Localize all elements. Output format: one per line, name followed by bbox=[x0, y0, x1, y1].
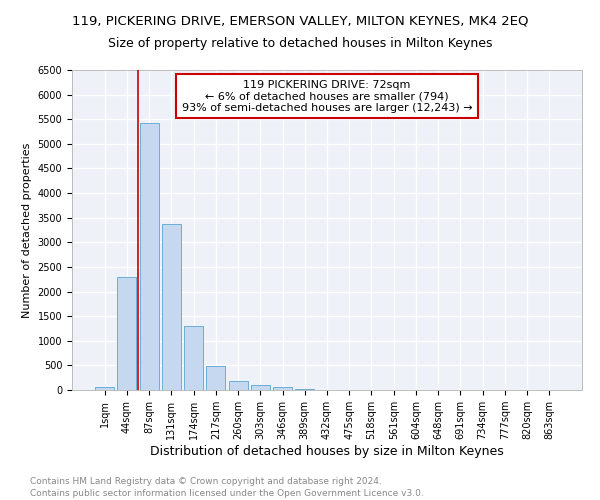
Bar bbox=[229, 380, 248, 390]
Bar bbox=[295, 388, 314, 390]
Bar bbox=[206, 366, 225, 390]
Bar bbox=[184, 326, 203, 390]
Text: 119 PICKERING DRIVE: 72sqm
← 6% of detached houses are smaller (794)
93% of semi: 119 PICKERING DRIVE: 72sqm ← 6% of detac… bbox=[182, 80, 472, 113]
Bar bbox=[140, 122, 158, 390]
Bar bbox=[95, 387, 114, 390]
Text: Size of property relative to detached houses in Milton Keynes: Size of property relative to detached ho… bbox=[108, 38, 492, 51]
X-axis label: Distribution of detached houses by size in Milton Keynes: Distribution of detached houses by size … bbox=[150, 445, 504, 458]
Text: Contains HM Land Registry data © Crown copyright and database right 2024.: Contains HM Land Registry data © Crown c… bbox=[30, 478, 382, 486]
Bar bbox=[162, 224, 181, 390]
Bar bbox=[273, 387, 292, 390]
Text: 119, PICKERING DRIVE, EMERSON VALLEY, MILTON KEYNES, MK4 2EQ: 119, PICKERING DRIVE, EMERSON VALLEY, MI… bbox=[72, 15, 528, 28]
Y-axis label: Number of detached properties: Number of detached properties bbox=[22, 142, 32, 318]
Bar bbox=[118, 277, 136, 390]
Text: Contains public sector information licensed under the Open Government Licence v3: Contains public sector information licen… bbox=[30, 489, 424, 498]
Bar bbox=[251, 385, 270, 390]
